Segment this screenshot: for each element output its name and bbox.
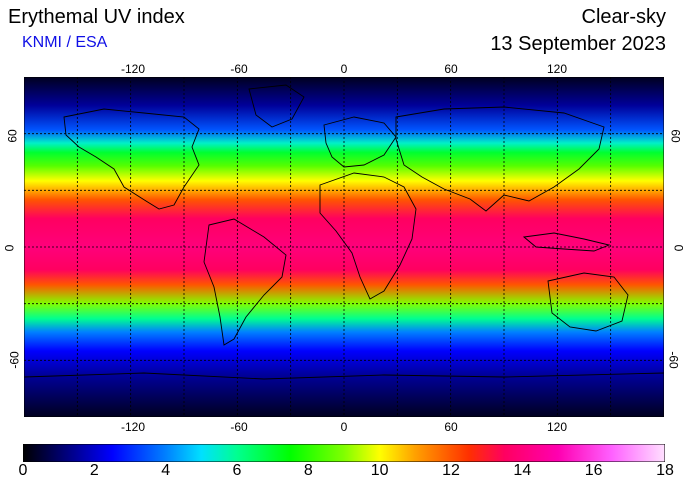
- colorbar-tick-label: 0: [18, 462, 28, 479]
- lon-tick-top: 60: [444, 62, 458, 76]
- map-title: Erythemal UV index: [8, 6, 185, 28]
- south-america-outline: [203, 218, 287, 346]
- lon-tick-bottom: 120: [546, 420, 568, 434]
- colorbar-gradient: [23, 444, 665, 462]
- lon-tick-top: -60: [230, 62, 248, 76]
- lon-tick-bottom: 0: [340, 420, 348, 434]
- colorbar-tick-label: 2: [89, 462, 99, 479]
- uv-colorbar: [23, 444, 665, 462]
- lat-tick-right: 60: [668, 129, 683, 143]
- europe-outline: [323, 116, 397, 168]
- colorbar-tick-label: 6: [232, 462, 242, 479]
- lat-tick-left: -60: [7, 351, 22, 369]
- lat-tick-right: -60: [666, 351, 681, 369]
- colorbar-tick-label: 16: [584, 462, 603, 479]
- lon-tick-top: 0: [340, 62, 348, 76]
- colorbar-tick-label: 4: [161, 462, 171, 479]
- colorbar-tick-label: 10: [370, 462, 389, 479]
- antarctica-outline: [24, 372, 664, 380]
- lon-tick-top: -120: [120, 62, 146, 76]
- data-source: KNMI / ESA: [22, 34, 108, 51]
- colorbar-tick-label: 14: [513, 462, 532, 479]
- asia-outline: [395, 106, 605, 212]
- lat-tick-left: 60: [5, 129, 20, 143]
- lat-tick-right: 0: [671, 244, 686, 252]
- sky-mode-label: Clear-sky: [581, 6, 666, 28]
- lon-tick-bottom: -60: [230, 420, 248, 434]
- north-america-outline: [63, 108, 200, 210]
- lon-tick-bottom: 60: [444, 420, 458, 434]
- date-label: 13 September 2023: [490, 33, 666, 55]
- coastlines: [24, 84, 664, 380]
- australia-outline: [547, 272, 629, 332]
- greenland-outline: [248, 84, 305, 128]
- lon-tick-bottom: -120: [120, 420, 146, 434]
- lon-tick-top: 120: [546, 62, 568, 76]
- colorbar-tick-label: 18: [656, 462, 674, 479]
- uv-index-map: [24, 77, 664, 417]
- africa-outline: [319, 172, 417, 300]
- colorbar-tick-label: 12: [442, 462, 460, 479]
- lat-tick-left: 0: [2, 244, 17, 252]
- graticule: [24, 77, 664, 417]
- colorbar-tick-label: 8: [303, 462, 313, 479]
